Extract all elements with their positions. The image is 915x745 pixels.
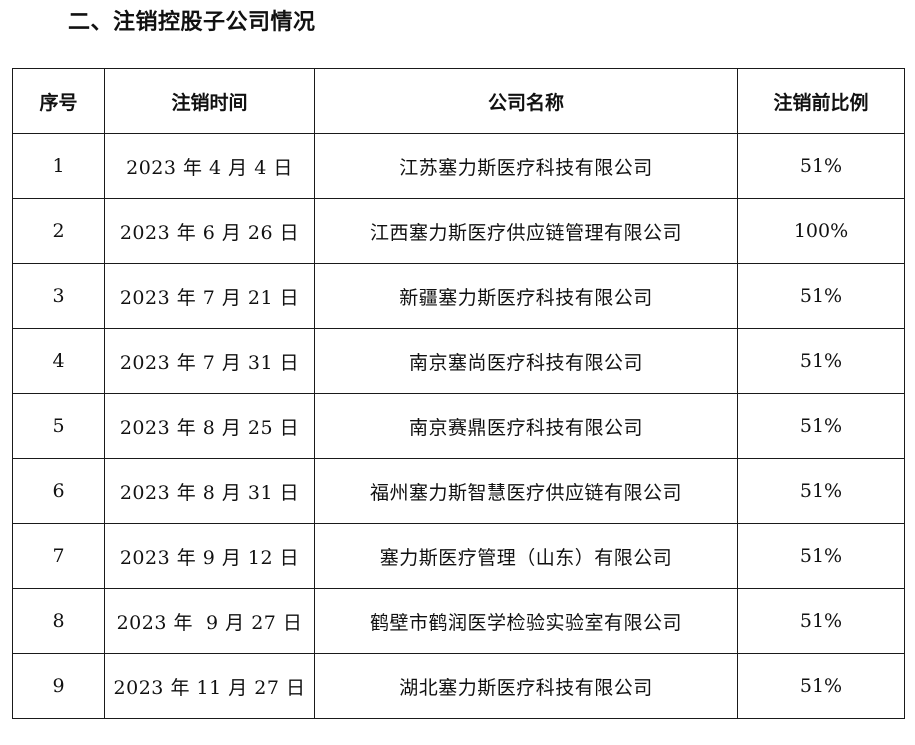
seq-cell: 9 — [12, 653, 105, 719]
company-name-cell: 鹤壁市鹤润医学检验实验室有限公司 — [314, 588, 738, 654]
table-row: 8 2023 年 9 月 27 日 鹤壁市鹤润医学检验实验室有限公司 51% — [12, 588, 905, 654]
company-name-cell: 南京赛鼎医疗科技有限公司 — [314, 393, 738, 459]
seq-cell: 3 — [12, 263, 105, 329]
seq-cell: 8 — [12, 588, 105, 654]
ratio-cell: 51% — [737, 653, 905, 719]
table-row: 2 2023 年 6 月 26 日 江西塞力斯医疗供应链管理有限公司 100% — [12, 198, 905, 264]
company-name-cell: 江苏塞力斯医疗科技有限公司 — [314, 133, 738, 199]
date-cell: 2023 年 9 月 12 日 — [104, 523, 315, 589]
table-row: 9 2023 年 11 月 27 日 湖北塞力斯医疗科技有限公司 51% — [12, 653, 905, 719]
table-row: 3 2023 年 7 月 21 日 新疆塞力斯医疗科技有限公司 51% — [12, 263, 905, 329]
company-name-cell: 新疆塞力斯医疗科技有限公司 — [314, 263, 738, 329]
seq-cell: 1 — [12, 133, 105, 199]
table-row: 1 2023 年 4 月 4 日 江苏塞力斯医疗科技有限公司 51% — [12, 133, 905, 199]
header-ratio: 注销前比例 — [737, 68, 905, 134]
ratio-cell: 51% — [737, 458, 905, 524]
header-seq: 序号 — [12, 68, 105, 134]
ratio-cell: 51% — [737, 133, 905, 199]
seq-cell: 7 — [12, 523, 105, 589]
date-cell: 2023 年 8 月 31 日 — [104, 458, 315, 524]
date-cell: 2023 年 7 月 31 日 — [104, 328, 315, 394]
ratio-cell: 51% — [737, 263, 905, 329]
ratio-cell: 100% — [737, 198, 905, 264]
date-cell: 2023 年 7 月 21 日 — [104, 263, 315, 329]
company-name-cell: 南京塞尚医疗科技有限公司 — [314, 328, 738, 394]
date-cell: 2023 年 4 月 4 日 — [104, 133, 315, 199]
ratio-cell: 51% — [737, 588, 905, 654]
table-header-row: 序号 注销时间 公司名称 注销前比例 — [12, 68, 905, 134]
header-company-name: 公司名称 — [314, 68, 738, 134]
date-cell: 2023 年 8 月 25 日 — [104, 393, 315, 459]
table-row: 4 2023 年 7 月 31 日 南京塞尚医疗科技有限公司 51% — [12, 328, 905, 394]
header-date: 注销时间 — [104, 68, 315, 134]
section-title: 二、注销控股子公司情况 — [68, 10, 316, 35]
date-cell: 2023 年 11 月 27 日 — [104, 653, 315, 719]
company-name-cell: 江西塞力斯医疗供应链管理有限公司 — [314, 198, 738, 264]
table-row: 5 2023 年 8 月 25 日 南京赛鼎医疗科技有限公司 51% — [12, 393, 905, 459]
seq-cell: 4 — [12, 328, 105, 394]
table-row: 6 2023 年 8 月 31 日 福州塞力斯智慧医疗供应链有限公司 51% — [12, 458, 905, 524]
seq-cell: 5 — [12, 393, 105, 459]
date-cell: 2023 年 6 月 26 日 — [104, 198, 315, 264]
company-name-cell: 塞力斯医疗管理（山东）有限公司 — [314, 523, 738, 589]
company-name-cell: 福州塞力斯智慧医疗供应链有限公司 — [314, 458, 738, 524]
deregistered-subsidiaries-table: 序号 注销时间 公司名称 注销前比例 1 2023 年 4 月 4 日 江苏塞力… — [12, 68, 905, 719]
ratio-cell: 51% — [737, 523, 905, 589]
date-cell: 2023 年 9 月 27 日 — [104, 588, 315, 654]
company-name-cell: 湖北塞力斯医疗科技有限公司 — [314, 653, 738, 719]
seq-cell: 2 — [12, 198, 105, 264]
ratio-cell: 51% — [737, 328, 905, 394]
seq-cell: 6 — [12, 458, 105, 524]
ratio-cell: 51% — [737, 393, 905, 459]
table-row: 7 2023 年 9 月 12 日 塞力斯医疗管理（山东）有限公司 51% — [12, 523, 905, 589]
